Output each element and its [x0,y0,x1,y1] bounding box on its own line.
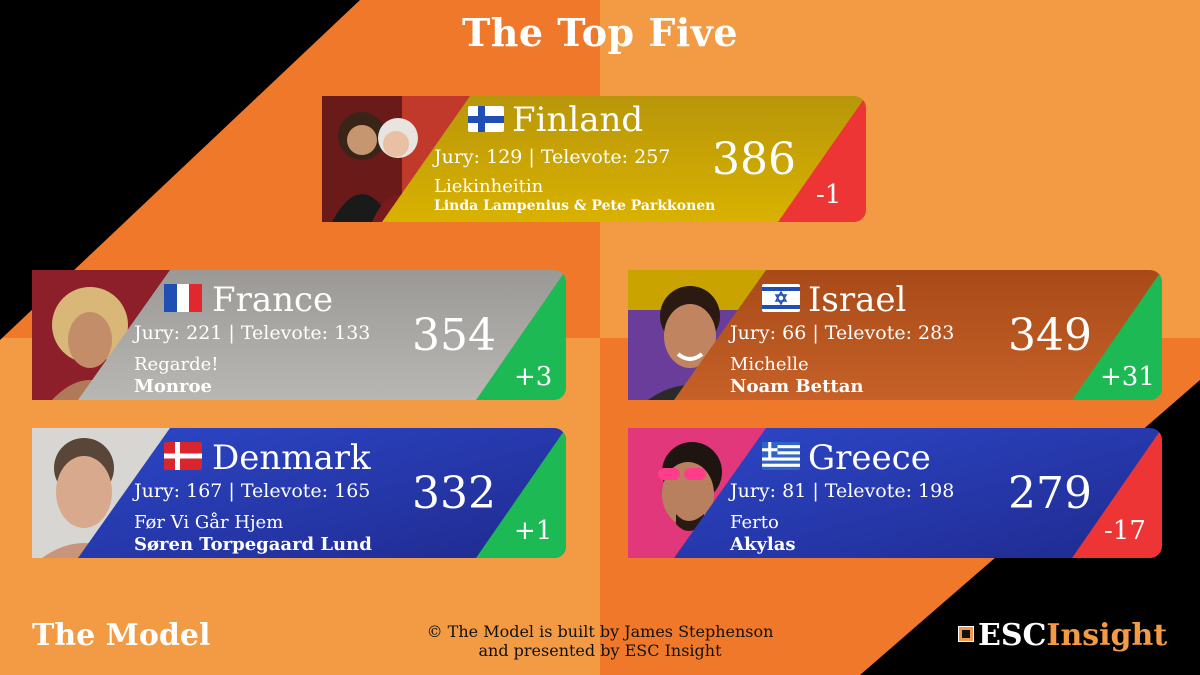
total-points: 279 [1008,468,1092,519]
flag-denmark-icon [164,442,202,470]
country-name: France [212,280,334,320]
total-points: 349 [1008,310,1092,361]
position-change: -17 [1104,516,1146,546]
artist-name: Søren Torpegaard Lund [134,534,372,555]
credit-line-2: and presented by ESC Insight [478,641,722,660]
song-title: Regarde! [134,354,219,375]
country-name: Israel [808,280,907,320]
song-title: Ferto [730,512,779,533]
logo-insight: Insight [1046,618,1168,653]
flag-israel-icon [762,284,800,312]
total-points: 386 [712,134,796,185]
esc-insight-logo: ESCInsight [958,618,1168,658]
page-title: The Top Five [461,10,739,55]
position-change: -1 [816,180,842,210]
artist-name: Monroe [134,376,212,397]
position-change: +1 [514,516,553,546]
vote-breakdown: Jury: 81 | Televote: 198 [730,480,955,502]
artist-name: Noam Bettan [730,376,864,397]
entry-card-greece: Greece Jury: 81 | Televote: 198 279 Fert… [628,428,1162,558]
vote-breakdown: Jury: 221 | Televote: 133 [134,322,371,344]
country-name: Denmark [212,438,371,478]
credit-line-1: © The Model is built by James Stephenson [426,622,774,641]
logo-mark-icon [958,626,974,642]
model-label: The Model [32,618,211,653]
song-title: Liekinheitin [434,176,544,197]
entry-card-israel: Israel Jury: 66 | Televote: 283 349 Mich… [628,270,1162,400]
flag-greece-icon [762,442,800,470]
entry-card-france: France Jury: 221 | Televote: 133 354 Reg… [32,270,566,400]
flag-finland-icon [468,106,504,132]
country-name: Greece [808,438,931,478]
position-change: +31 [1100,362,1155,392]
total-points: 332 [412,468,496,519]
position-change: +3 [514,362,553,392]
vote-breakdown: Jury: 66 | Televote: 283 [730,322,955,344]
flag-france-icon [164,284,202,312]
total-points: 354 [412,310,496,361]
song-title: Michelle [730,354,809,375]
artist-name: Akylas [730,534,796,555]
credit-text: © The Model is built by James Stephenson… [400,622,800,660]
entry-card-denmark: Denmark Jury: 167 | Televote: 165 332 Fø… [32,428,566,558]
logo-esc: ESC [978,618,1047,653]
entry-card-finland: Finland Jury: 129 | Televote: 257 386 Li… [322,96,866,222]
song-title: Før Vi Går Hjem [134,512,284,533]
vote-breakdown: Jury: 129 | Televote: 257 [434,146,671,168]
country-name: Finland [512,100,644,140]
artist-name: Linda Lampenius & Pete Parkkonen [434,198,716,214]
vote-breakdown: Jury: 167 | Televote: 165 [134,480,371,502]
